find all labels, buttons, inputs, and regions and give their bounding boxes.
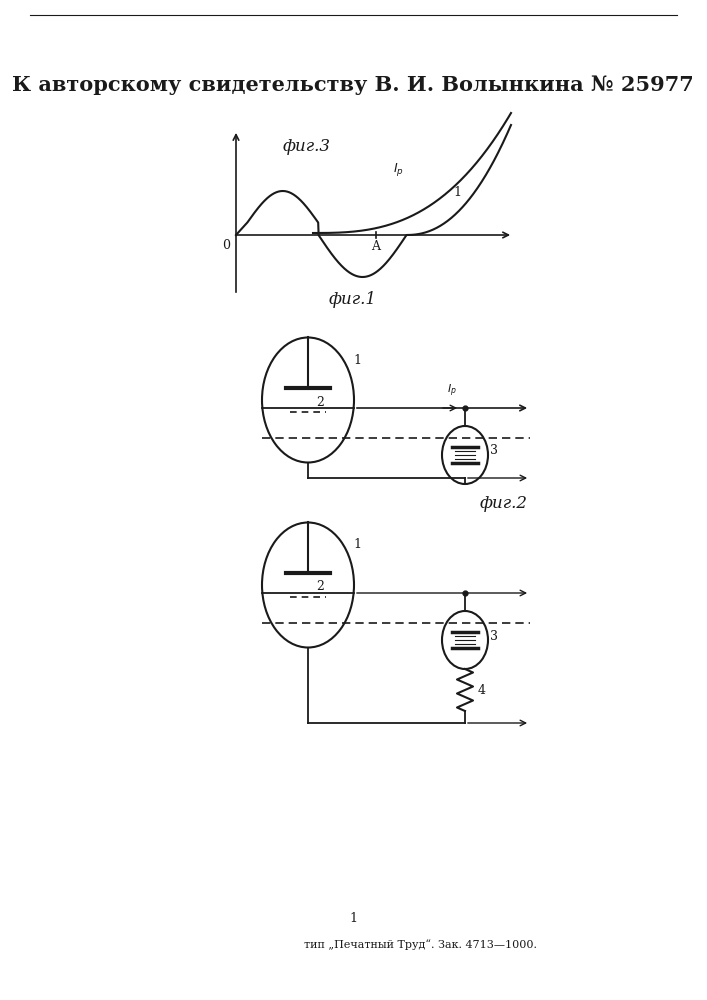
Text: 0: 0 — [222, 239, 230, 252]
Text: 1: 1 — [349, 912, 357, 924]
Text: 3: 3 — [490, 444, 498, 458]
Text: К авторскому свидетельству В. И. Волынкина № 25977: К авторскому свидетельству В. И. Волынки… — [12, 75, 694, 95]
Text: фиг.2: фиг.2 — [480, 494, 528, 512]
Text: фиг.1: фиг.1 — [329, 292, 377, 308]
Text: тип „Печатный Труд“. Зак. 4713—1000.: тип „Печатный Труд“. Зак. 4713—1000. — [303, 940, 537, 950]
Text: $I_p$: $I_p$ — [393, 161, 404, 178]
Text: 4: 4 — [478, 684, 486, 696]
Text: фиг.3: фиг.3 — [283, 138, 331, 155]
Text: 1: 1 — [353, 538, 361, 552]
Text: 3: 3 — [490, 630, 498, 643]
Text: $I_p$: $I_p$ — [447, 383, 457, 399]
Text: 2: 2 — [316, 580, 324, 593]
Text: A: A — [371, 240, 380, 253]
Text: 1: 1 — [453, 186, 461, 200]
Text: 2: 2 — [316, 395, 324, 408]
Text: 1: 1 — [353, 354, 361, 366]
